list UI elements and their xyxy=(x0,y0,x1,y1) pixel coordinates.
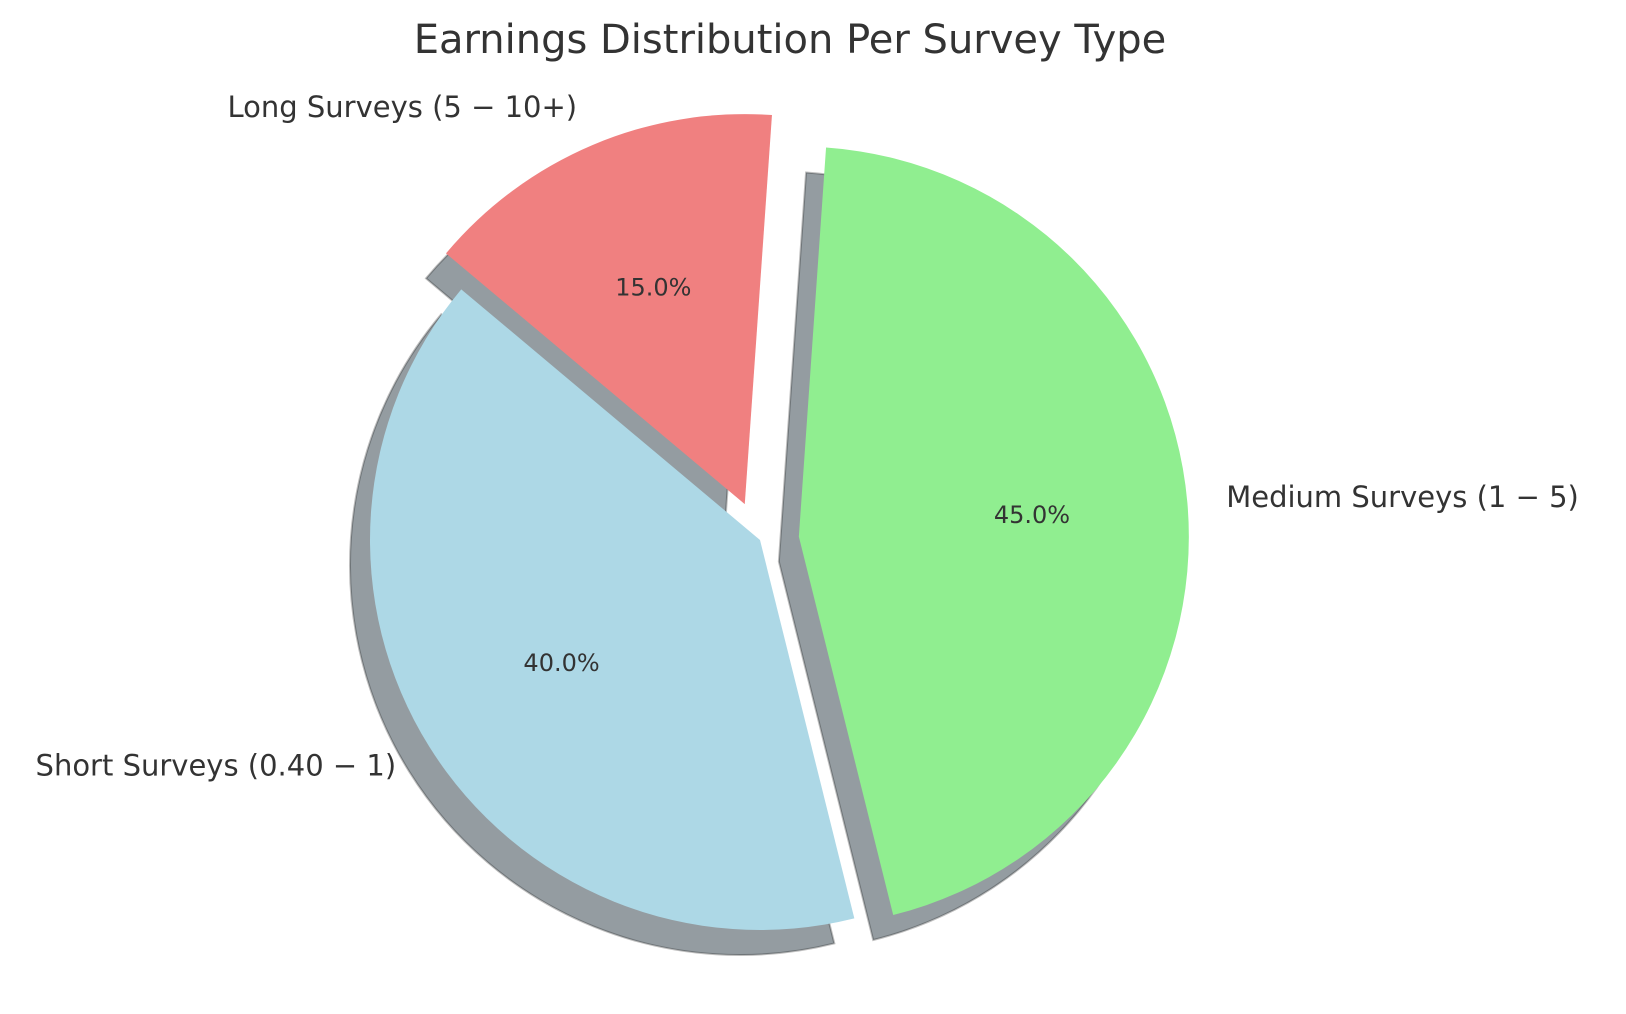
pie-slice-short-surveys-0-40-1 xyxy=(369,289,855,931)
percent-label-long-surveys-5-10: 15.0% xyxy=(615,274,691,302)
pie-slice-long-surveys-5-10 xyxy=(446,114,772,505)
chart-title: Earnings Distribution Per Survey Type xyxy=(414,17,1167,63)
slice-label-medium-surveys-1-5: Medium Surveys (1 − 5) xyxy=(1226,480,1579,514)
slice-label-long-surveys-5-10: Long Surveys (5 − 10+) xyxy=(228,90,578,124)
percent-label-short-surveys-0-40-1: 40.0% xyxy=(523,649,599,677)
slice-label-short-surveys-0-40-1: Short Surveys (0.40 − 1) xyxy=(36,748,397,782)
slice-layer xyxy=(369,114,1189,931)
percent-label-medium-surveys-1-5: 45.0% xyxy=(994,501,1070,529)
pie-slice-medium-surveys-1-5 xyxy=(798,147,1189,916)
label-layer: Short Surveys (0.40 − 1) 40.0% Medium Surv… xyxy=(36,90,1579,782)
